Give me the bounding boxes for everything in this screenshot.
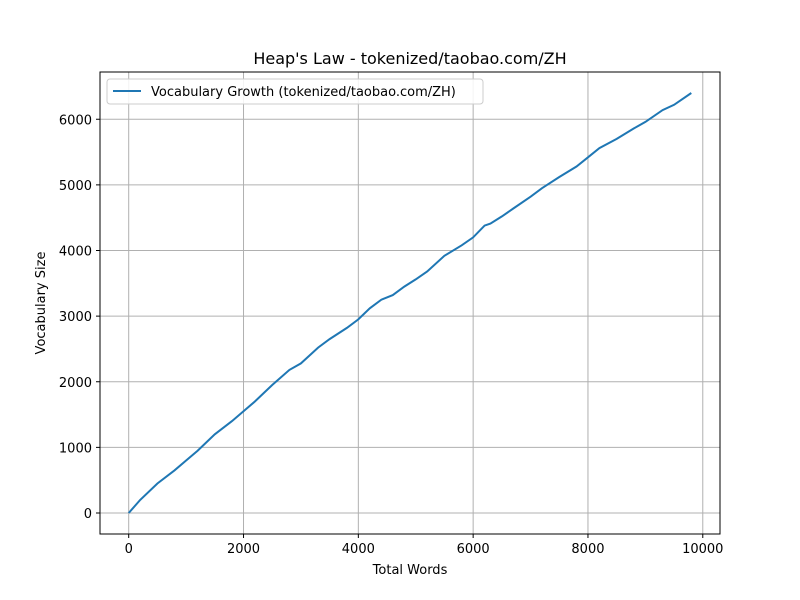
- legend: Vocabulary Growth (tokenized/taobao.com/…: [106, 78, 484, 105]
- axis-ticks: 0 2000 4000 6000 8000 10000 0 1000 2000 3000 4000 5…: [59, 113, 724, 557]
- y-tick-label: 4000: [59, 245, 92, 260]
- y-tick-label: 0: [84, 507, 92, 522]
- chart-title: Heap's Law - tokenized/taobao.com/ZH: [253, 49, 566, 68]
- y-tick-label: 5000: [59, 179, 92, 194]
- series-line: [127, 92, 692, 514]
- x-tick-label: 2000: [227, 542, 260, 557]
- x-tick-label: 6000: [457, 542, 490, 557]
- x-axis-label: Total Words: [372, 563, 448, 578]
- y-tick-label: 1000: [59, 441, 92, 456]
- legend-label: Vocabulary Growth (tokenized/taobao.com/…: [151, 85, 456, 100]
- grid: [100, 72, 720, 534]
- legend-box: [106, 78, 484, 105]
- plot-frame: [99, 71, 721, 535]
- x-tick-label: 4000: [342, 542, 375, 557]
- x-tick-label: 0: [125, 542, 133, 557]
- y-axis-label: Vocabulary Size: [34, 252, 49, 355]
- x-tick-label: 10000: [682, 542, 723, 557]
- y-tick-label: 2000: [59, 376, 92, 391]
- x-tick-label: 8000: [571, 542, 604, 557]
- y-tick-label: 6000: [59, 113, 92, 128]
- y-tick-label: 3000: [59, 310, 92, 325]
